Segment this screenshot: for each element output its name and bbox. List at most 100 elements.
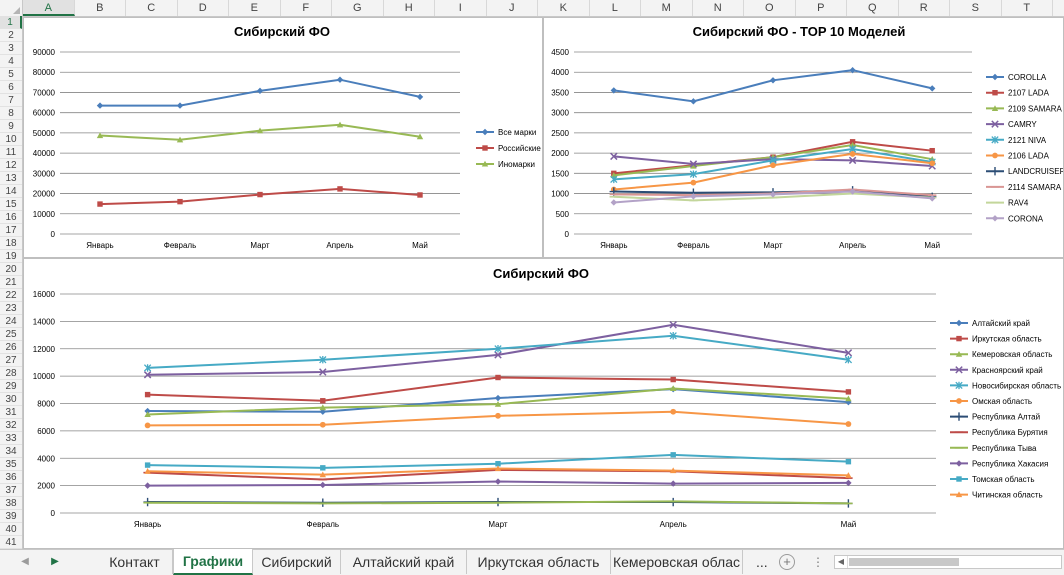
row-header-26[interactable]: 26 <box>0 341 22 354</box>
row-header-31[interactable]: 31 <box>0 406 22 419</box>
legend-entry[interactable]: Иркутская область <box>950 335 1042 344</box>
scrollbar-thumb[interactable] <box>849 558 959 566</box>
row-header-20[interactable]: 20 <box>0 263 22 276</box>
row-header-7[interactable]: 7 <box>0 94 22 107</box>
row-header-37[interactable]: 37 <box>0 484 22 497</box>
legend-entry[interactable]: 2109 SAMARA <box>986 104 1062 113</box>
column-header-G[interactable]: G <box>332 0 384 16</box>
more-tabs-ellipsis[interactable]: ... <box>756 554 768 570</box>
row-header-18[interactable]: 18 <box>0 237 22 250</box>
select-all-corner[interactable] <box>0 0 23 16</box>
legend-entry[interactable]: 2106 LADA <box>986 152 1050 161</box>
series-line[interactable] <box>613 69 933 103</box>
legend-entry[interactable]: COROLLA <box>986 73 1047 82</box>
column-header-J[interactable]: J <box>487 0 538 16</box>
column-header-A[interactable]: A <box>23 0 75 16</box>
legend-entry[interactable]: Республика Алтай <box>950 412 1040 422</box>
row-header-28[interactable]: 28 <box>0 367 22 380</box>
row-header-21[interactable]: 21 <box>0 276 22 289</box>
row-header-40[interactable]: 40 <box>0 523 22 536</box>
legend-entry[interactable]: Читинская область <box>950 491 1043 500</box>
triangle-left-icon[interactable]: ◀ <box>21 556 29 567</box>
row-header-2[interactable]: 2 <box>0 29 22 42</box>
chart-siberia-totals[interactable]: Сибирский ФО 0 10000 20000 30000 40000 50000 60… <box>23 17 543 258</box>
sheet-tab[interactable]: Графики <box>173 549 253 575</box>
column-header-F[interactable]: F <box>281 0 332 16</box>
legend-entry[interactable]: Кемеровская область <box>950 350 1052 359</box>
row-header-27[interactable]: 27 <box>0 354 22 367</box>
series-line[interactable] <box>147 468 849 481</box>
row-header-1[interactable]: 1 <box>0 16 22 29</box>
row-header-25[interactable]: 25 <box>0 328 22 341</box>
row-header-38[interactable]: 38 <box>0 497 22 510</box>
sheet-tab[interactable]: Кемеровская облас <box>611 550 743 574</box>
legend-entry[interactable]: RAV4 <box>986 199 1029 208</box>
row-header-9[interactable]: 9 <box>0 120 22 133</box>
plus-circle-icon[interactable]: + <box>779 554 795 570</box>
row-header-3[interactable]: 3 <box>0 42 22 55</box>
column-header-E[interactable]: E <box>229 0 281 16</box>
row-header-36[interactable]: 36 <box>0 471 22 484</box>
row-header-29[interactable]: 29 <box>0 380 22 393</box>
column-header-B[interactable]: B <box>75 0 126 16</box>
row-header-13[interactable]: 13 <box>0 172 22 185</box>
legend-entry[interactable]: CAMRY <box>986 120 1037 129</box>
sheet-tab[interactable]: Контакт <box>97 550 173 574</box>
row-header-39[interactable]: 39 <box>0 510 22 523</box>
column-header-N[interactable]: N <box>693 0 744 16</box>
chart-siberia-top10-models[interactable]: Сибирский ФО - TOP 10 Моделей 0 500 1000 150… <box>543 17 1064 258</box>
column-header-M[interactable]: M <box>641 0 693 16</box>
row-header-32[interactable]: 32 <box>0 419 22 432</box>
legend-entry[interactable]: Республика Бурятия <box>950 428 1048 437</box>
chart-siberia-regions[interactable]: Сибирский ФО 0 2000 4000 6000 8000 10000 12000 1… <box>23 258 1064 549</box>
column-header-H[interactable]: H <box>384 0 435 16</box>
legend-entry[interactable]: Красноярский край <box>950 366 1043 375</box>
row-header-22[interactable]: 22 <box>0 289 22 302</box>
row-header-12[interactable]: 12 <box>0 159 22 172</box>
legend-entry[interactable]: Республика Хакасия <box>950 459 1048 468</box>
column-header-D[interactable]: D <box>178 0 229 16</box>
row-header-4[interactable]: 4 <box>0 55 22 68</box>
row-header-10[interactable]: 10 <box>0 133 22 146</box>
legend-entry[interactable]: LANDCRUISER <box>986 167 1063 176</box>
legend-entry[interactable]: Иномарки <box>476 160 535 169</box>
sheet-tab[interactable]: Сибирский <box>253 550 341 574</box>
row-header-23[interactable]: 23 <box>0 302 22 315</box>
row-header-5[interactable]: 5 <box>0 68 22 81</box>
legend-entry[interactable]: 2121 NIVA <box>986 136 1047 145</box>
legend-entry[interactable]: CORONA <box>986 214 1044 223</box>
column-header-O[interactable]: O <box>744 0 796 16</box>
row-header-41[interactable]: 41 <box>0 536 22 549</box>
horizontal-scrollbar[interactable]: ◀ <box>834 555 1062 569</box>
legend-entry[interactable]: 2114 SAMARA <box>986 183 1062 192</box>
column-header-R[interactable]: R <box>899 0 950 16</box>
legend-entry[interactable]: Новосибирская область <box>950 381 1061 390</box>
row-header-34[interactable]: 34 <box>0 445 22 458</box>
legend-entry[interactable]: Алтайский край <box>950 319 1030 328</box>
column-header-P[interactable]: P <box>796 0 847 16</box>
legend-entry[interactable]: Все марки <box>476 128 536 137</box>
row-header-14[interactable]: 14 <box>0 185 22 198</box>
row-header-35[interactable]: 35 <box>0 458 22 471</box>
row-header-11[interactable]: 11 <box>0 146 22 159</box>
row-header-17[interactable]: 17 <box>0 224 22 237</box>
row-header-33[interactable]: 33 <box>0 432 22 445</box>
row-header-30[interactable]: 30 <box>0 393 22 406</box>
column-header-C[interactable]: C <box>126 0 178 16</box>
triangle-right-icon[interactable]: ▶ <box>51 556 59 567</box>
row-header-24[interactable]: 24 <box>0 315 22 328</box>
column-header-T[interactable]: T <box>1002 0 1053 16</box>
column-header-Q[interactable]: Q <box>847 0 899 16</box>
column-header-L[interactable]: L <box>590 0 641 16</box>
legend-entry[interactable]: 2107 LADA <box>986 89 1050 98</box>
row-header-8[interactable]: 8 <box>0 107 22 120</box>
legend-entry[interactable]: Омская область <box>950 397 1032 406</box>
column-header-K[interactable]: K <box>538 0 590 16</box>
legend-entry[interactable]: Российские <box>476 144 541 153</box>
sheet-tab[interactable]: Иркутская область <box>467 550 611 574</box>
vertical-dots-icon[interactable]: ⋮ <box>812 555 824 569</box>
scroll-left-icon[interactable]: ◀ <box>835 556 848 568</box>
row-header-15[interactable]: 15 <box>0 198 22 211</box>
row-header-16[interactable]: 16 <box>0 211 22 224</box>
legend-entry[interactable]: Томская область <box>950 475 1035 484</box>
